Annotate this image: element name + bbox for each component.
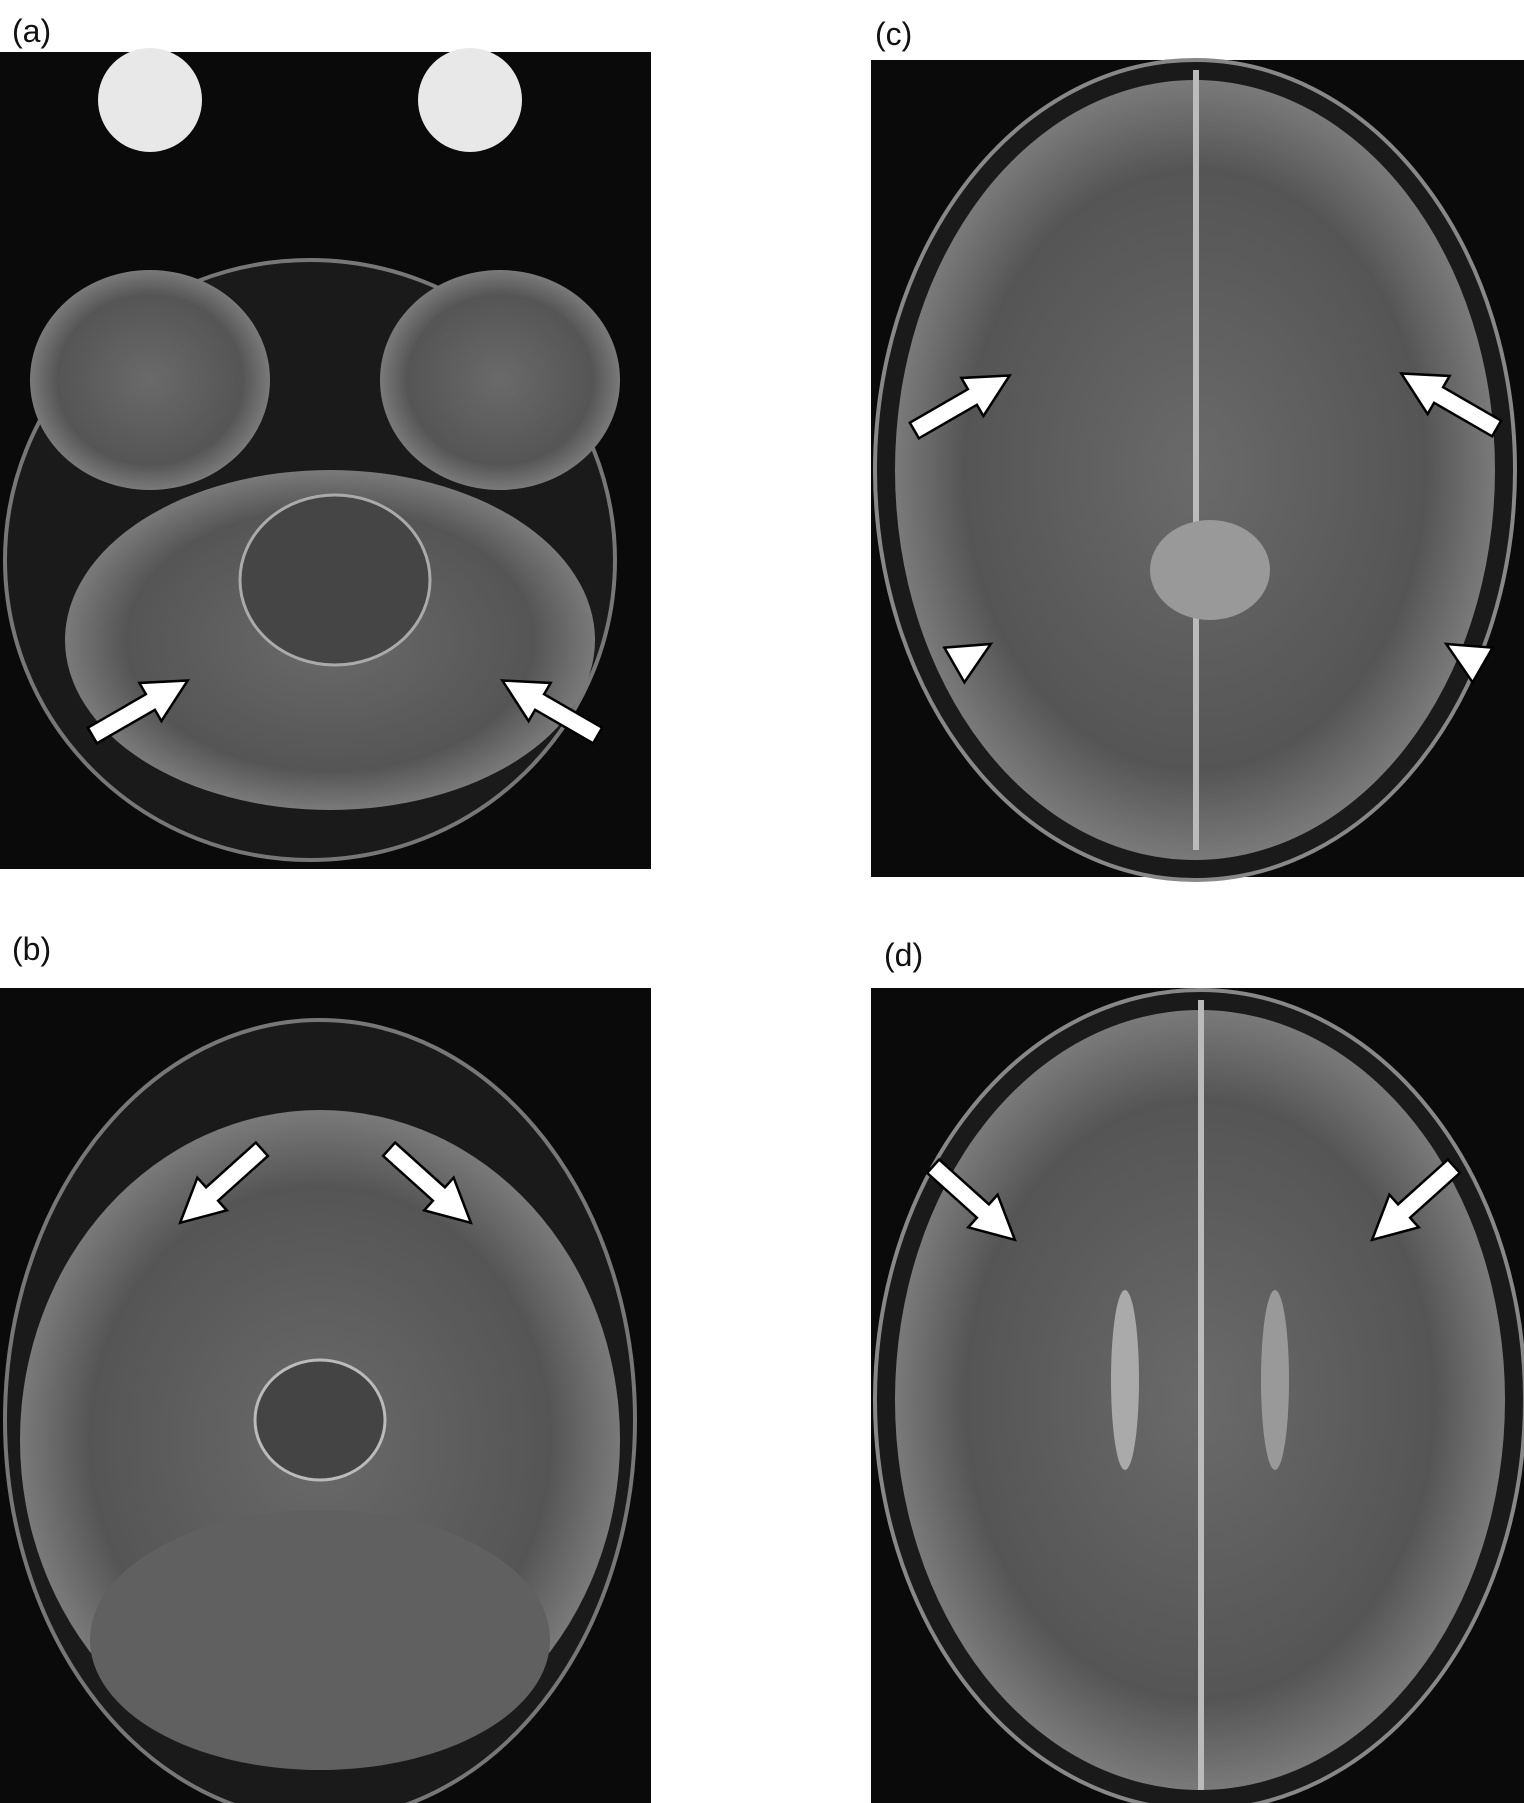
panel-a [0,48,651,869]
panel-c [871,58,1524,882]
panel-label: (a) [12,13,51,49]
panel-b [0,988,651,1803]
midline [1198,1000,1204,1790]
ventricle [1150,520,1270,620]
eye [418,48,522,152]
panel-d [871,988,1524,1803]
panel-label: (c) [875,16,912,52]
cerebellum [90,1510,550,1770]
panel-label: (b) [12,931,51,967]
panel-label: (d) [884,937,923,973]
eye [98,48,202,152]
temporal-lobe [30,270,270,490]
midbrain [253,1358,387,1482]
ventricle [1111,1290,1139,1470]
brainstem [238,493,432,667]
ventricle [1261,1290,1289,1470]
midline [1193,70,1199,850]
temporal-lobe [380,270,620,490]
